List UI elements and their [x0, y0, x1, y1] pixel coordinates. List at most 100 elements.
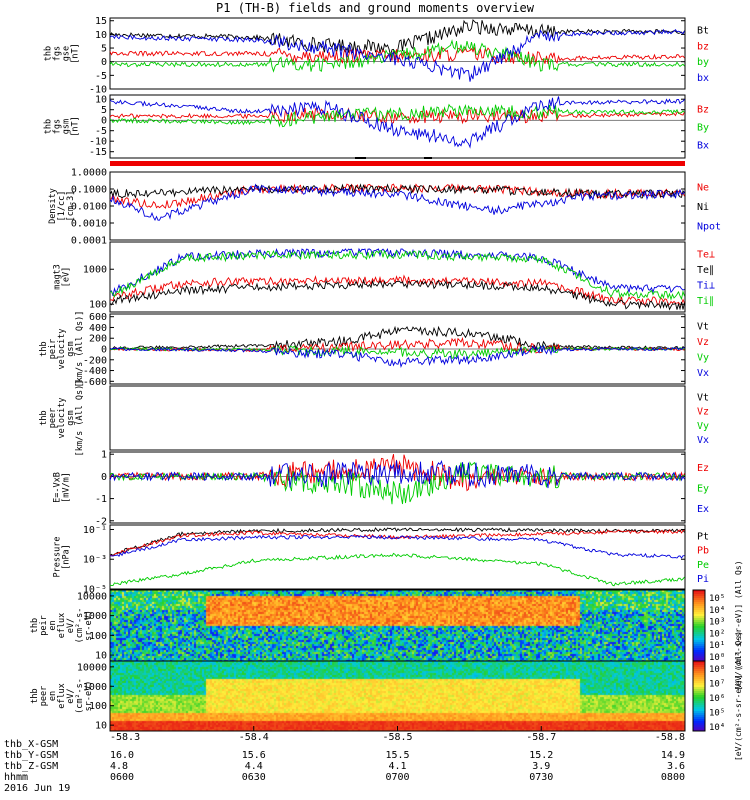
- y-tick-label: 100: [89, 300, 107, 311]
- legend-Pb: Pb: [697, 546, 709, 557]
- series-Pt: [109, 527, 685, 557]
- legend-Te⊥: Te⊥: [697, 249, 715, 260]
- legend-bz: bz: [697, 41, 709, 52]
- colorbar-cell: [693, 705, 705, 708]
- panel-ylabel: thb: [30, 688, 40, 703]
- y-tick-label: -10: [89, 137, 107, 148]
- y-tick-label: 10000: [77, 662, 107, 673]
- panel-ylabel: sr-eV): [84, 681, 94, 712]
- y-tick-label: 15: [95, 16, 107, 27]
- panel-ylabel: thb: [39, 410, 49, 425]
- colorbar-cell: [693, 725, 705, 728]
- colorbar-tick-label: 10²: [709, 629, 725, 639]
- colorbar-cell: [693, 658, 705, 661]
- ephemeris-value: 4.8: [110, 761, 128, 772]
- legend-Vt: Vt: [697, 321, 709, 332]
- colorbar-cell: [693, 620, 705, 623]
- colorbar-cell: [693, 628, 705, 631]
- panel-ylabel: eV/: [66, 618, 76, 633]
- colorbar-cell: [693, 636, 705, 639]
- panel-density: Density [1/cc] [cm-3] 1.0000 0.1000 0.0100 0.0…: [48, 168, 721, 247]
- ephemeris-value: 3.6: [667, 761, 685, 772]
- colorbar-tick-label: 10⁴: [709, 606, 725, 616]
- legend-Bz: Bz: [697, 104, 709, 115]
- panel-pressure: Pressure [nPa] 10⁻¹ 10⁻³ 10⁻⁵ Pt Pb Pe Pi: [53, 524, 709, 596]
- ephemeris-y-name: thb_Y-GSM: [4, 750, 59, 761]
- legend-Ey: Ey: [697, 484, 709, 495]
- legend-Bx: Bx: [697, 140, 709, 151]
- panel-frame: [109, 524, 686, 590]
- panel-ylabel: peir: [48, 339, 58, 359]
- series-Bz: [109, 107, 685, 125]
- colorbar-cell: [693, 663, 705, 666]
- ephemeris-hhmm-name: hhmm: [4, 772, 29, 783]
- colorbar-cell: [693, 592, 705, 595]
- panel-ylabel: en: [48, 691, 58, 701]
- panel-peer_velocity: thb peer velocity gsm [km/s (All Qs)] Vt Vz Vy V…: [39, 380, 709, 457]
- ephemeris-value: 15.2: [529, 750, 553, 761]
- y-tick-label: -15: [89, 147, 107, 158]
- colorbar-tick-label: 10¹: [709, 641, 725, 651]
- y-tick-label: -200: [83, 355, 107, 366]
- colorbar-cell: [693, 610, 705, 613]
- colorbar-tick-label: 10⁴: [709, 723, 725, 733]
- panel-ylabel: gsm: [66, 341, 76, 356]
- y-tick-label: -5: [95, 71, 107, 82]
- series-Pi: [109, 534, 685, 559]
- legend-By: By: [697, 122, 709, 133]
- colorbar-cell: [693, 677, 705, 680]
- colorbar-cell: [693, 681, 705, 684]
- series-Vx: [109, 345, 685, 369]
- panel-frame: [109, 94, 686, 159]
- colorbar-cell: [693, 650, 705, 653]
- panel-ylabel: fgs: [53, 119, 63, 134]
- y-tick-label: 600: [89, 312, 107, 323]
- colorbar-cell: [693, 711, 705, 714]
- y-tick-label: 10: [95, 651, 107, 662]
- colorbar-cell: [693, 602, 705, 605]
- panel-ylabel: [eV]: [62, 267, 72, 287]
- colorbar-label: [eV/(cm²-s-sr-eV)] (All Qs): [734, 631, 743, 761]
- panel-ylabel: eV/: [66, 688, 76, 703]
- legend-by: by: [697, 57, 709, 68]
- ephemeris-value: -58.4: [239, 732, 269, 743]
- colorbar-cell: [693, 707, 705, 710]
- figure-title: P1 (TH-B) fields and ground moments over…: [216, 1, 535, 15]
- panel-ylabel: en: [48, 620, 58, 630]
- y-tick-label: -5: [95, 126, 107, 137]
- ephemeris-value: 15.6: [242, 750, 266, 761]
- y-tick-label: 10: [95, 95, 107, 106]
- colorbar-cell: [693, 701, 705, 704]
- panel-peir_spectrogram: thb peir en eflux eV/(cm²-s-sr-eV) 10000 1000 1…: [30, 560, 743, 690]
- legend-Vz: Vz: [697, 407, 709, 418]
- colorbar-cell: [693, 626, 705, 629]
- ephemeris-value: -58.8: [655, 732, 685, 743]
- colorbar-cell: [693, 693, 705, 696]
- colorbar-cell: [693, 598, 705, 601]
- series-bz: [109, 46, 685, 65]
- panel-ylabel: [cm-3]: [66, 191, 76, 222]
- ephemeris-value: -58.5: [382, 732, 412, 743]
- panel-ylabel: thb: [44, 46, 54, 61]
- y-tick-label: 400: [89, 323, 107, 334]
- y-tick-label: 0: [101, 345, 107, 356]
- colorbar-tick-label: 10⁸: [709, 665, 725, 675]
- colorbar-tick-label: 10⁷: [709, 680, 725, 690]
- panel-ylabel: sr-eV): [84, 610, 94, 641]
- legend-Ne: Ne: [697, 183, 709, 194]
- panel-ylabel: [nT]: [71, 43, 81, 63]
- colorbar-cell: [693, 679, 705, 682]
- colorbar-tick-label: 10⁵: [709, 709, 725, 719]
- colorbar-cell: [693, 624, 705, 627]
- panel-frame: [109, 385, 686, 451]
- panel-ylabel: gse: [62, 46, 72, 61]
- y-tick-label: -2: [95, 516, 107, 527]
- panel-ylabel: [mV/m]: [62, 472, 72, 503]
- series-bx: [109, 28, 685, 82]
- colorbar-cell: [693, 719, 705, 722]
- y-tick-label: 1000: [83, 611, 107, 622]
- colorbar-cell: [693, 671, 705, 674]
